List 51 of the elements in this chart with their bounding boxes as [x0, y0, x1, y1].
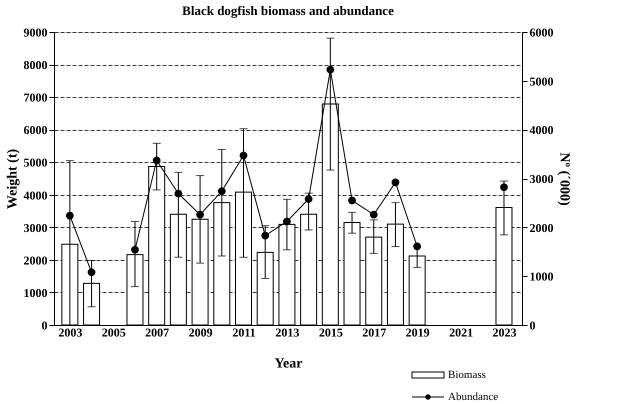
point [174, 190, 182, 198]
point [283, 218, 291, 226]
legend-label: Biomass [448, 369, 486, 381]
point [196, 210, 204, 218]
x-tick-label: 2017 [362, 326, 386, 340]
x-tick-label: 2021 [449, 326, 474, 340]
x-tick-label: 2011 [232, 326, 256, 340]
y2-tick-label: 6000 [530, 26, 554, 40]
y-tick-label: 0 [42, 318, 48, 332]
x-tick-label: 2013 [275, 326, 300, 340]
x-tick-label: 2023 [492, 326, 516, 340]
point [413, 242, 422, 250]
y2-tick-label: 1000 [530, 270, 554, 284]
y-tick-label: 2000 [24, 253, 48, 268]
legend-label: Abundance [448, 391, 498, 403]
point [392, 178, 400, 186]
x-tick-label: 2019 [406, 326, 430, 340]
point [304, 195, 312, 203]
y-tick-label: 8000 [24, 58, 48, 72]
y2-tick-label: 5000 [530, 74, 554, 88]
y-tick-label: 1000 [24, 286, 48, 300]
x-axis-title: Year [274, 356, 302, 372]
x-tick-label: 2003 [58, 326, 82, 340]
point [66, 212, 74, 220]
point [261, 232, 270, 240]
y-tick-label: 3000 [24, 220, 48, 235]
point [218, 187, 226, 196]
y-tick-label: 9000 [24, 26, 48, 40]
y2-tick-label: 3000 [530, 172, 554, 186]
y-tick-label: 6000 [24, 123, 48, 138]
x-tick-label: 2015 [318, 326, 343, 340]
x-tick-label: 2007 [145, 326, 170, 340]
y2-tick-label: 2000 [530, 220, 554, 235]
point [88, 268, 96, 276]
x-tick-label: 2005 [102, 326, 126, 340]
x-tick-label: 2009 [188, 326, 213, 340]
y-tick-label: 4000 [24, 188, 48, 202]
y-axis-title: Weight (t) [6, 148, 20, 210]
point [326, 66, 334, 74]
point [500, 183, 508, 192]
y-tick-label: 5000 [24, 156, 48, 170]
point [348, 196, 356, 204]
y2-tick-label: 4000 [530, 123, 554, 138]
point [152, 156, 161, 164]
y-tick-label: 7000 [24, 90, 48, 105]
point [131, 246, 139, 254]
y2-axis-title: Nº (´000) [556, 152, 572, 206]
y2-tick-label: 0 [530, 318, 536, 332]
point [240, 152, 248, 160]
point [370, 210, 378, 218]
chart-title: Black dogfish biomass and abundance [182, 3, 394, 18]
